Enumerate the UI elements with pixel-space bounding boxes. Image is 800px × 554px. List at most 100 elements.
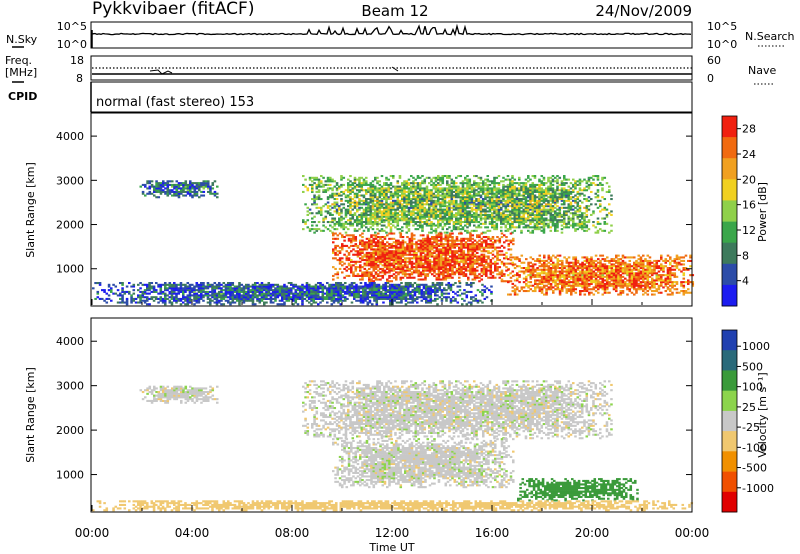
echo-cell bbox=[377, 243, 380, 246]
echo-cell bbox=[349, 203, 352, 206]
echo-cell bbox=[387, 203, 391, 206]
echo-cell bbox=[581, 212, 584, 215]
echo-cell bbox=[509, 228, 512, 231]
echo-cell bbox=[515, 196, 519, 199]
echo-cell bbox=[458, 248, 461, 251]
echo-cell bbox=[410, 262, 414, 265]
echo-cell bbox=[574, 224, 577, 227]
echo-cell bbox=[536, 219, 539, 222]
echo-cell bbox=[434, 228, 438, 231]
echo-cell bbox=[578, 180, 582, 183]
echo-cell bbox=[211, 192, 215, 195]
echo-cell bbox=[551, 206, 555, 209]
noise-right-tick-bottom: 10^0 bbox=[707, 38, 737, 51]
echo-cell bbox=[538, 185, 541, 188]
echo-cell bbox=[578, 194, 582, 197]
echo-cell bbox=[542, 206, 546, 209]
echo-cell bbox=[331, 180, 334, 183]
echo-cell bbox=[368, 271, 371, 274]
echo-cell bbox=[556, 224, 559, 227]
echo-cell bbox=[547, 272, 551, 275]
echo-cell bbox=[500, 273, 504, 276]
echo-cell bbox=[552, 281, 555, 284]
echo-cell bbox=[527, 208, 530, 211]
echo-cell bbox=[590, 268, 593, 271]
echo-cell bbox=[390, 267, 394, 270]
echo-cell bbox=[567, 194, 571, 197]
echo-cell bbox=[497, 212, 501, 215]
echo-cell bbox=[428, 198, 431, 201]
echo-cell bbox=[549, 267, 553, 270]
echo-cell bbox=[441, 203, 445, 206]
echo-cell bbox=[410, 250, 414, 253]
echo-cell bbox=[157, 185, 161, 188]
echo-cell bbox=[448, 185, 451, 188]
echo-cell bbox=[413, 253, 416, 256]
echo-cell bbox=[338, 185, 341, 188]
echo-cell bbox=[527, 263, 530, 266]
echo-cell bbox=[434, 199, 438, 202]
echo-cell bbox=[507, 262, 511, 265]
echo-cell bbox=[529, 201, 532, 204]
echo-cell bbox=[349, 205, 352, 208]
echo-cell bbox=[558, 288, 562, 291]
echo-cell bbox=[477, 203, 481, 206]
echo-cell bbox=[365, 251, 369, 254]
echo-cell bbox=[509, 248, 513, 251]
echo-cell bbox=[525, 284, 528, 287]
echo-cell bbox=[335, 208, 339, 211]
echo-cell bbox=[610, 272, 614, 275]
echo-cell bbox=[347, 189, 350, 192]
echo-cell bbox=[511, 175, 514, 178]
echo-cell bbox=[386, 262, 389, 265]
echo-cell bbox=[529, 274, 533, 277]
echo-cell bbox=[565, 222, 568, 225]
echo-cell bbox=[332, 278, 335, 281]
echo-cell bbox=[461, 208, 465, 211]
echo-cell bbox=[452, 187, 456, 190]
echo-cell bbox=[496, 253, 499, 256]
echo-cell bbox=[460, 246, 463, 249]
echo-cell bbox=[608, 281, 611, 284]
echo-cell bbox=[379, 253, 382, 256]
echo-cell bbox=[621, 254, 625, 257]
echo-cell bbox=[405, 183, 409, 186]
echo-cell bbox=[421, 187, 424, 190]
echo-cell bbox=[493, 221, 496, 224]
echo-cell bbox=[412, 180, 415, 183]
echo-cell bbox=[612, 272, 616, 275]
echo-cell bbox=[368, 251, 371, 254]
echo-cell bbox=[155, 189, 158, 192]
echo-cell bbox=[533, 206, 537, 209]
echo-cell bbox=[588, 291, 591, 294]
echo-cell bbox=[396, 189, 400, 192]
echo-cell bbox=[563, 201, 566, 204]
echo-cell bbox=[619, 267, 623, 270]
echo-cell bbox=[211, 187, 215, 190]
echo-cell bbox=[362, 196, 366, 199]
echo-cell bbox=[378, 219, 382, 222]
echo-cell bbox=[332, 266, 335, 269]
echo-cell bbox=[349, 190, 352, 193]
echo-cell bbox=[529, 275, 533, 278]
echo-cell bbox=[360, 176, 364, 179]
echo-cell bbox=[572, 215, 575, 218]
echo-cell bbox=[356, 183, 359, 186]
echo-cell bbox=[464, 178, 467, 181]
echo-cell bbox=[396, 206, 400, 209]
echo-cell bbox=[432, 213, 436, 216]
echo-cell bbox=[347, 259, 351, 262]
echo-cell bbox=[442, 257, 445, 260]
echo-cell bbox=[470, 201, 474, 204]
echo-cell bbox=[422, 271, 425, 274]
echo-cell bbox=[518, 290, 521, 293]
echo-cell bbox=[496, 236, 499, 239]
echo-cell bbox=[315, 203, 319, 206]
echo-cell bbox=[166, 185, 170, 188]
echo-cell bbox=[395, 278, 398, 281]
echo-cell bbox=[527, 267, 530, 270]
echo-cell bbox=[504, 194, 508, 197]
echo-cell bbox=[542, 212, 546, 215]
echo-cell bbox=[304, 178, 307, 181]
echo-cell bbox=[396, 201, 400, 204]
